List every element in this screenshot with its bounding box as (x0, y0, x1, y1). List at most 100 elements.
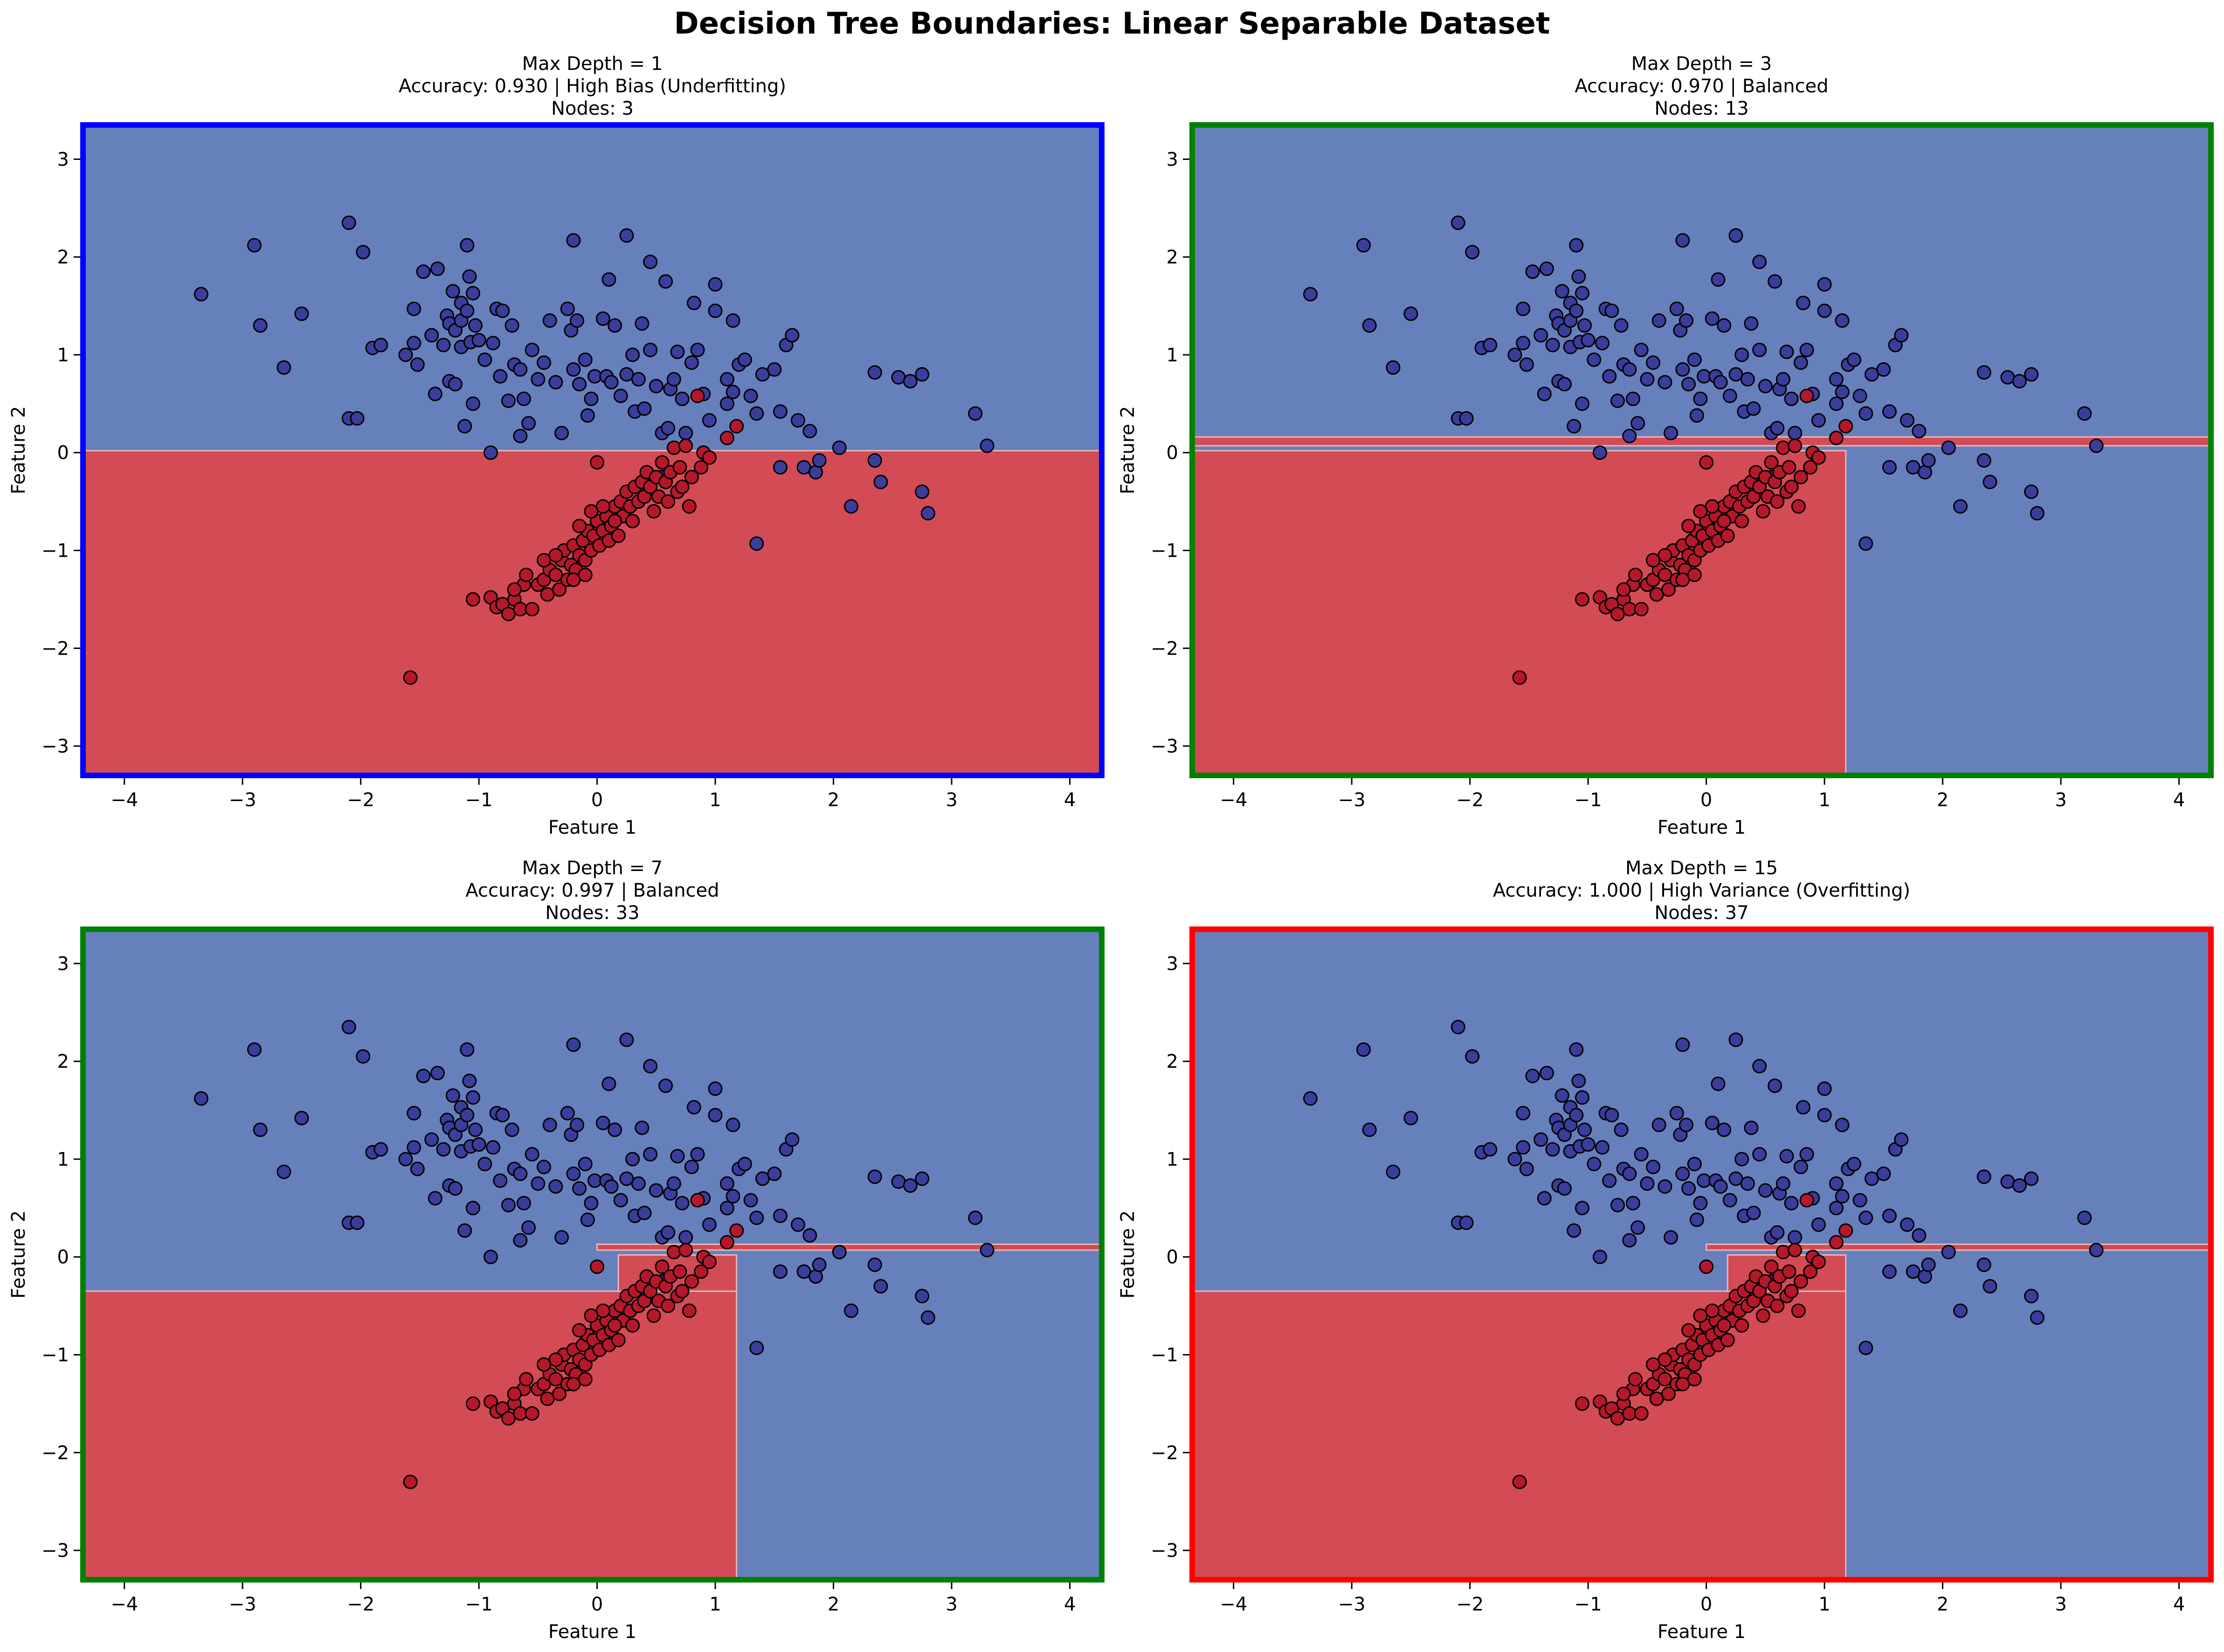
x-axis-label: Feature 1 (548, 1621, 636, 1643)
point-class-0 (1793, 1160, 1808, 1175)
point-class-0 (495, 1108, 510, 1123)
y-tick-label: −1 (1151, 540, 1178, 562)
point-class-0 (661, 1225, 676, 1240)
point-class-0 (1465, 1049, 1480, 1064)
class-1-region (83, 450, 1102, 775)
point-class-0 (619, 1032, 634, 1047)
plot-area (83, 929, 1102, 1580)
point-class-0 (980, 1243, 995, 1258)
y-tick-label: 3 (1167, 953, 1178, 975)
point-class-1 (1775, 440, 1790, 455)
point-class-0 (1796, 296, 1810, 311)
point-class-0 (1982, 475, 1997, 490)
point-class-0 (873, 1279, 888, 1294)
plot-area (1192, 125, 2211, 775)
point-class-1 (1705, 499, 1720, 514)
point-class-0 (1976, 1169, 1991, 1184)
point-class-1 (1575, 1396, 1589, 1411)
point-class-1 (1764, 1259, 1779, 1274)
point-class-0 (1646, 1160, 1661, 1175)
point-class-0 (1658, 375, 1672, 390)
point-class-1 (625, 1318, 640, 1333)
point-class-0 (465, 1201, 480, 1216)
point-class-0 (504, 318, 519, 333)
point-class-1 (675, 1284, 690, 1299)
point-class-0 (604, 375, 619, 390)
point-class-1 (1693, 1308, 1708, 1323)
point-class-0 (702, 1217, 717, 1232)
panel-title-line: Accuracy: 0.970 | Balanced (1575, 76, 1828, 97)
point-class-1 (690, 388, 705, 403)
point-class-0 (678, 426, 693, 441)
point-class-0 (416, 264, 431, 279)
point-class-0 (670, 1149, 685, 1164)
point-class-0 (1554, 284, 1569, 299)
point-class-0 (566, 1166, 581, 1181)
class-1-region (1192, 436, 2211, 447)
point-class-0 (2030, 1310, 2044, 1325)
point-class-1 (1512, 670, 1527, 685)
x-tick-label: 0 (1700, 1594, 1712, 1615)
point-class-0 (737, 1156, 752, 1171)
panel-3: −4 −3 −2 −1 0 1 2 3 4 −3 −2 −1 0 1 2 3 Feature 1 Feature … (8, 857, 1105, 1643)
point-class-0 (578, 352, 593, 367)
point-class-0 (1865, 1171, 1879, 1186)
point-class-1 (1658, 1372, 1672, 1387)
point-class-1 (465, 592, 480, 607)
point-class-1 (690, 1193, 705, 1208)
point-class-1 (719, 430, 734, 445)
point-class-0 (1681, 1181, 1696, 1196)
point-class-0 (294, 306, 309, 321)
point-class-0 (1664, 426, 1678, 441)
point-class-0 (1817, 277, 1832, 292)
point-class-0 (1604, 1108, 1619, 1123)
point-class-0 (580, 1212, 595, 1227)
point-class-0 (637, 401, 652, 416)
point-class-1 (1658, 567, 1672, 582)
point-class-0 (755, 367, 770, 382)
point-class-0 (1651, 313, 1666, 328)
point-class-0 (462, 269, 477, 284)
point-class-0 (1622, 362, 1637, 377)
y-tick-label: −3 (1151, 1540, 1178, 1562)
x-tick-label: 3 (2055, 1594, 2066, 1615)
point-class-1 (540, 587, 555, 602)
panel-title-line: Accuracy: 1.000 | High Variance (Overfit… (1493, 880, 1910, 901)
point-class-0 (2000, 1174, 2015, 1189)
point-class-0 (1675, 1037, 1690, 1052)
point-class-0 (625, 347, 640, 362)
point-class-0 (702, 413, 717, 428)
point-class-1 (1681, 518, 1696, 533)
point-class-0 (785, 328, 800, 343)
point-class-0 (719, 1201, 734, 1216)
point-class-0 (584, 391, 599, 406)
x-tick-label: −1 (465, 789, 493, 811)
point-class-0 (1681, 377, 1696, 392)
point-class-1 (1687, 1372, 1702, 1387)
point-class-0 (1865, 367, 1879, 382)
point-class-0 (637, 1205, 652, 1220)
point-class-0 (587, 369, 602, 384)
panel-title-line: Nodes: 13 (1654, 98, 1748, 119)
point-class-0 (1569, 1042, 1584, 1057)
panel-border (1189, 122, 2214, 778)
point-class-0 (631, 372, 646, 387)
point-class-0 (1740, 372, 1755, 387)
point-class-0 (587, 1173, 602, 1188)
point-class-0 (1882, 1264, 1897, 1279)
point-class-0 (1614, 1122, 1629, 1137)
x-tick-label: −2 (1456, 1594, 1484, 1615)
point-class-0 (1846, 1156, 1861, 1171)
point-class-0 (649, 379, 663, 394)
point-class-0 (428, 1191, 442, 1206)
point-class-0 (1386, 1164, 1401, 1179)
point-class-0 (1693, 391, 1708, 406)
point-class-0 (675, 391, 690, 406)
y-tick-label: 2 (1167, 1051, 1178, 1072)
point-class-1 (1838, 1223, 1853, 1238)
point-class-0 (2030, 506, 2044, 521)
point-class-0 (725, 385, 740, 400)
point-class-0 (493, 1173, 508, 1188)
point-class-1 (1838, 419, 1853, 434)
point-class-0 (1817, 1081, 1832, 1096)
